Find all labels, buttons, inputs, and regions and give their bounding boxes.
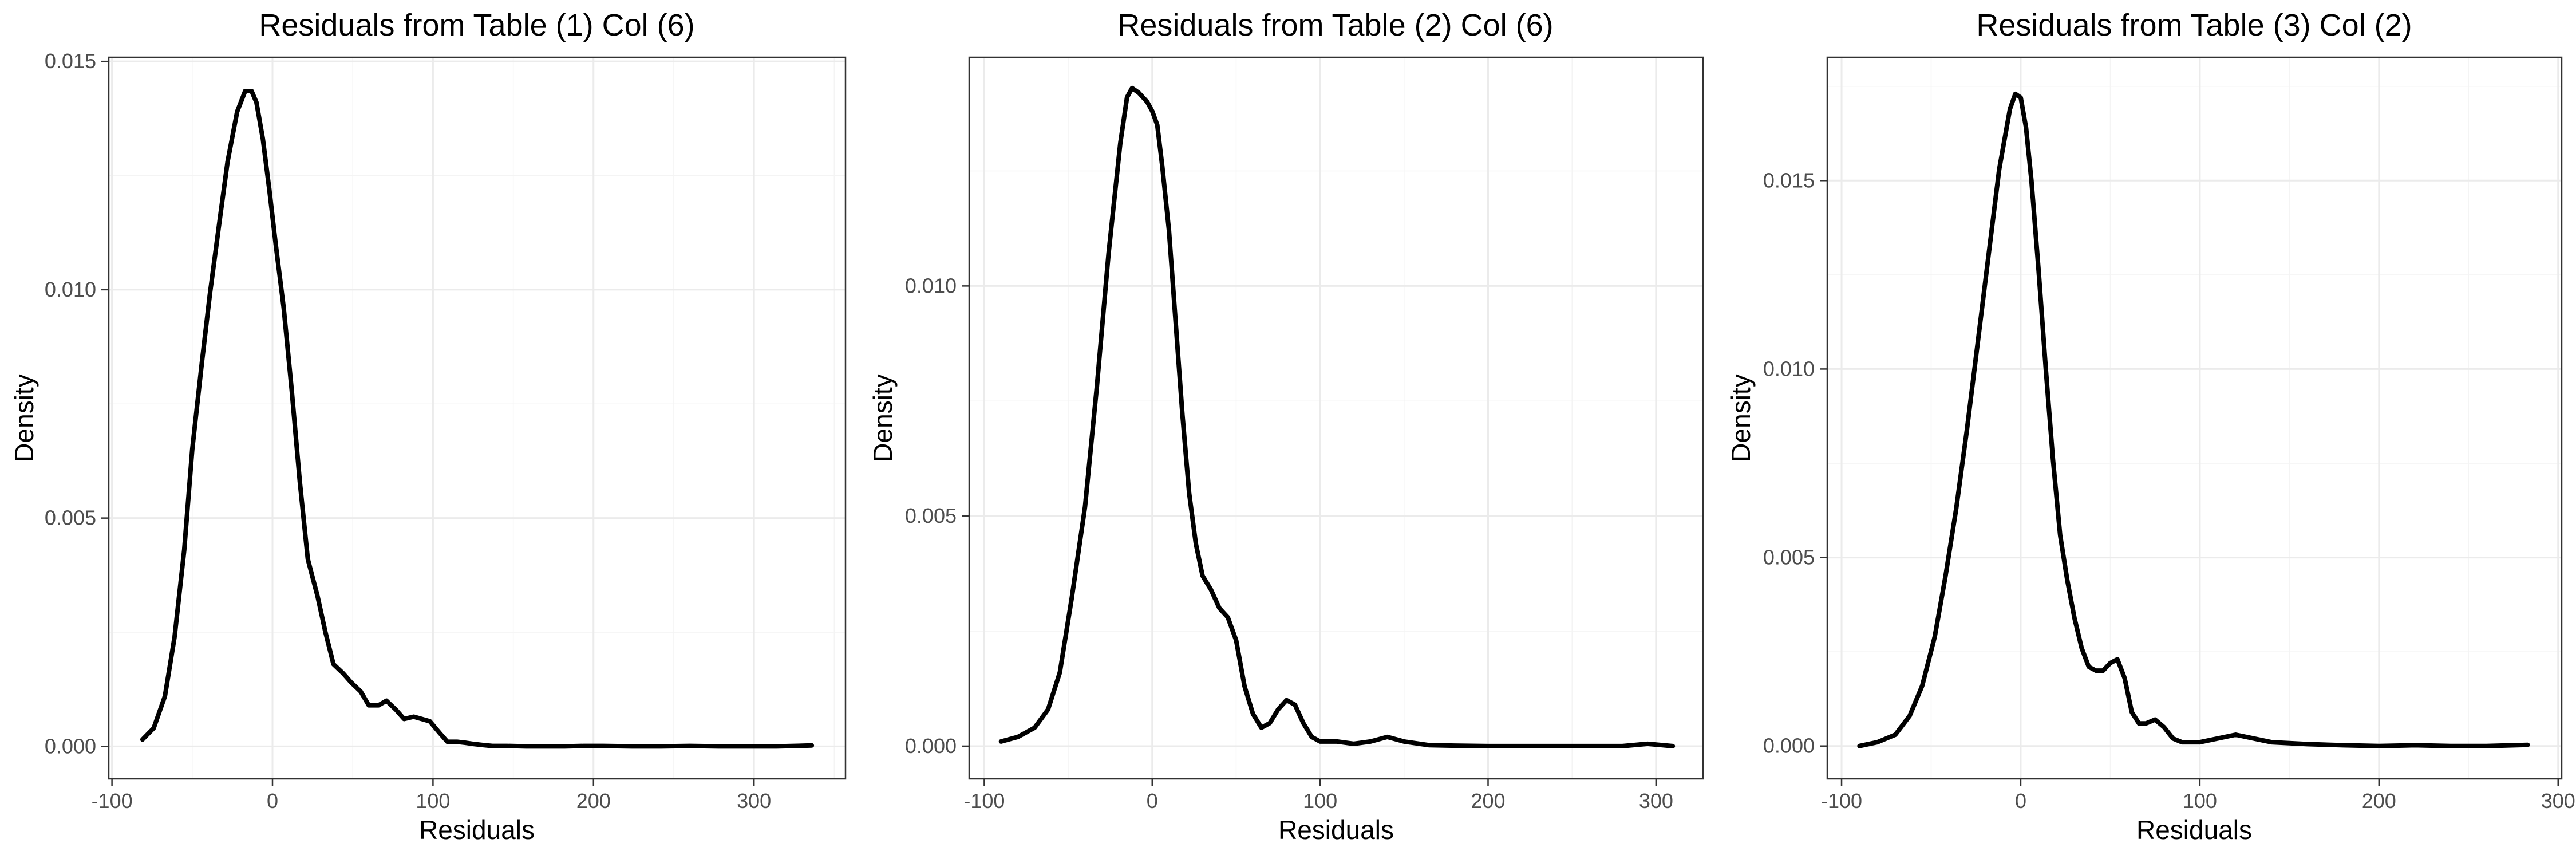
panel-2-plot-area: -100 0 100 200 300 0.000 0.005 0.010 [905, 56, 1704, 813]
panel-2-series-layer [998, 85, 1676, 748]
y-tick-label: 0.010 [1763, 357, 1815, 380]
panel-2-y-axis-label: Density [868, 374, 898, 462]
panel-1-title: Residuals from Table (1) Col (6) [259, 8, 694, 42]
density-curve [140, 89, 815, 749]
panel-3-border [1826, 56, 2563, 780]
panel-2-ticks: -100 0 100 200 300 0.000 0.005 0.010 [905, 274, 1673, 813]
x-tick-label: 0 [2015, 789, 2026, 813]
y-tick-label: 0.005 [905, 504, 957, 527]
x-tick-label: 200 [2362, 789, 2396, 813]
density-curve [1857, 91, 2530, 748]
panel-3-y-axis-label: Density [1726, 374, 1756, 462]
panel-3-x-axis-label: Residuals [2136, 815, 2252, 845]
panel-3-series-layer [1857, 91, 2530, 748]
x-tick-label: 200 [1471, 789, 1505, 813]
panel-3-title: Residuals from Table (3) Col (2) [1976, 8, 2412, 42]
panel-3-ticks: -100 0 100 200 300 0.000 0.005 0.010 0.015 [1763, 168, 2575, 813]
panel-1-series-layer [140, 89, 815, 749]
density-panel-3: Residuals from Table (3) Col (2) -100 0 10… [1726, 8, 2575, 845]
panel-2-x-axis-label: Residuals [1278, 815, 1394, 845]
x-tick-label: 300 [737, 789, 771, 813]
panel-1-border [108, 56, 847, 780]
x-tick-label: 300 [2541, 789, 2575, 813]
panel-3-grid [1827, 57, 2562, 779]
y-tick-label: 0.000 [45, 734, 96, 758]
density-panel-1: Residuals from Table (1) Col (6) -100 0 10… [9, 8, 847, 845]
x-tick-label: 200 [576, 789, 611, 813]
panel-1-x-axis-label: Residuals [419, 815, 535, 845]
x-tick-label: -100 [963, 789, 1005, 813]
y-tick-label: 0.000 [905, 734, 957, 758]
x-tick-label: -100 [1821, 789, 1862, 813]
x-tick-label: 300 [1639, 789, 1673, 813]
panel-2-title: Residuals from Table (2) Col (6) [1117, 8, 1553, 42]
x-tick-label: -100 [92, 789, 133, 813]
panel-2-border [968, 56, 1704, 780]
y-tick-label: 0.010 [905, 274, 957, 297]
panel-1-ticks: -100 0 100 200 300 0.000 0.005 0.010 0.015 [45, 49, 771, 813]
x-tick-label: 0 [1147, 789, 1158, 813]
panel-1-plot-area: -100 0 100 200 300 0.000 0.005 0.010 0.015 [45, 49, 847, 813]
y-tick-label: 0.015 [45, 49, 96, 73]
panel-1-y-axis-label: Density [9, 374, 39, 462]
y-tick-label: 0.010 [45, 278, 96, 301]
x-tick-label: 100 [2183, 789, 2217, 813]
density-curve [998, 85, 1676, 748]
y-tick-label: 0.005 [45, 506, 96, 530]
x-tick-label: 100 [1303, 789, 1337, 813]
y-tick-label: 0.000 [1763, 734, 1815, 758]
panel-3-plot-area: -100 0 100 200 300 0.000 0.005 0.010 0.015 [1763, 56, 2575, 813]
y-tick-label: 0.005 [1763, 546, 1815, 569]
panel-2-grid [969, 57, 1703, 779]
x-tick-label: 100 [416, 789, 450, 813]
x-tick-label: 0 [267, 789, 278, 813]
y-tick-label: 0.015 [1763, 168, 1815, 192]
density-panel-2: Residuals from Table (2) Col (6) -100 0 10… [868, 8, 1704, 845]
